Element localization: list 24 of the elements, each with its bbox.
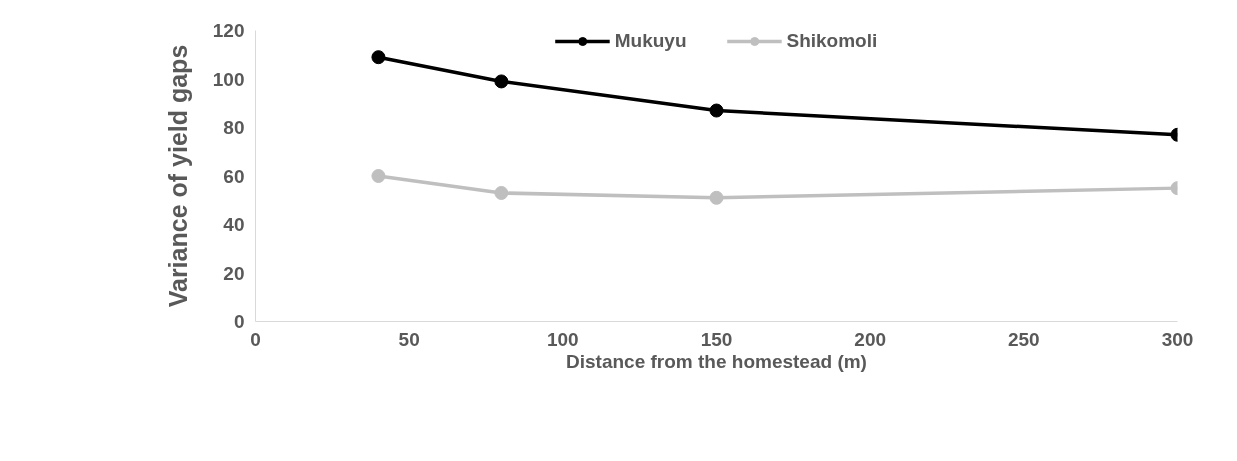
x-tick-label: 250 bbox=[1007, 328, 1040, 350]
x-tick-label: 200 bbox=[854, 328, 887, 350]
x-tick-label: 0 bbox=[250, 328, 261, 350]
x-tick-label: 50 bbox=[398, 328, 420, 350]
point bbox=[494, 185, 509, 200]
y-tick-label: 60 bbox=[223, 165, 245, 187]
x-tick-label: 100 bbox=[546, 328, 579, 350]
legend-label: Mukuyu bbox=[614, 30, 687, 52]
y-tick-label: 120 bbox=[212, 20, 245, 41]
y-axis-title: Variance of yield gaps bbox=[163, 44, 192, 308]
y-tick-label: 80 bbox=[223, 117, 245, 138]
x-axis-title: Distance from the homestead (m) bbox=[566, 350, 867, 372]
point bbox=[709, 190, 724, 205]
y-tick-label: 100 bbox=[212, 68, 245, 90]
x-tick-label: 300 bbox=[1161, 328, 1194, 350]
point bbox=[494, 74, 509, 89]
point bbox=[371, 169, 386, 183]
y-tick-label: 20 bbox=[223, 262, 245, 284]
x-tick-label: 150 bbox=[700, 328, 733, 350]
point bbox=[709, 103, 724, 118]
legend-label: Shikomoli bbox=[786, 30, 878, 52]
y-tick-label: 0 bbox=[233, 311, 245, 332]
y-tick-label: 40 bbox=[223, 214, 245, 235]
point bbox=[371, 50, 386, 65]
